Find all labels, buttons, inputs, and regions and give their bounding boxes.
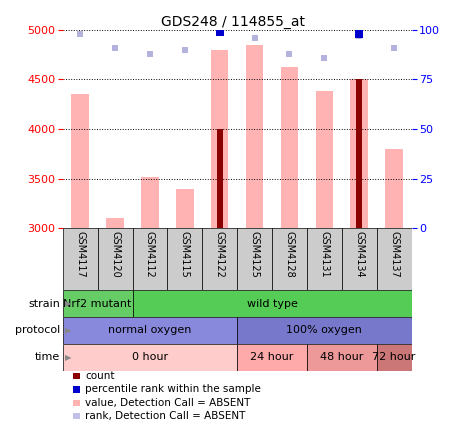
Text: GSM4122: GSM4122 (215, 231, 225, 278)
Bar (63, 228, 98, 290)
Bar (377, 344, 412, 371)
Bar (316, 91, 333, 228)
Text: protocol: protocol (15, 325, 60, 335)
Text: GSM4112: GSM4112 (145, 231, 155, 278)
Bar (351, 79, 368, 228)
Text: time: time (35, 352, 60, 362)
Bar (73, 386, 80, 392)
Bar (377, 228, 412, 290)
Text: GSM4125: GSM4125 (250, 231, 259, 278)
Text: GDS248 / 114855_at: GDS248 / 114855_at (160, 15, 305, 29)
Text: count: count (85, 371, 114, 381)
Bar (63, 317, 237, 344)
Bar (211, 50, 228, 228)
Bar (217, 129, 223, 228)
Bar (141, 177, 159, 228)
Text: GSM4115: GSM4115 (180, 231, 190, 278)
Text: ▶: ▶ (65, 299, 72, 308)
Bar (237, 228, 272, 290)
Text: GSM4131: GSM4131 (319, 231, 329, 278)
Bar (202, 228, 237, 290)
Text: GSM4128: GSM4128 (285, 231, 294, 278)
Bar (356, 79, 362, 228)
Text: strain: strain (28, 299, 60, 308)
Text: GSM4120: GSM4120 (110, 231, 120, 278)
Bar (63, 290, 133, 317)
Bar (133, 290, 412, 317)
Bar (176, 189, 193, 228)
Bar (73, 413, 80, 419)
Bar (98, 228, 133, 290)
Bar (63, 344, 237, 371)
Bar (133, 228, 167, 290)
Bar (307, 228, 342, 290)
Text: GSM4137: GSM4137 (389, 231, 399, 278)
Text: rank, Detection Call = ABSENT: rank, Detection Call = ABSENT (85, 411, 246, 421)
Text: ▶: ▶ (65, 326, 72, 335)
Text: 24 hour: 24 hour (250, 352, 294, 362)
Bar (237, 317, 412, 344)
Text: GSM4134: GSM4134 (354, 231, 364, 278)
Text: wild type: wild type (246, 299, 298, 308)
Text: 100% oxygen: 100% oxygen (286, 325, 362, 335)
Bar (72, 94, 89, 228)
Bar (307, 344, 377, 371)
Bar (73, 373, 80, 379)
Text: 0 hour: 0 hour (132, 352, 168, 362)
Bar (106, 219, 124, 228)
Text: ▶: ▶ (65, 353, 72, 362)
Text: Nrf2 mutant: Nrf2 mutant (63, 299, 132, 308)
Text: 72 hour: 72 hour (372, 352, 416, 362)
Bar (73, 400, 80, 406)
Text: 48 hour: 48 hour (320, 352, 364, 362)
Bar (237, 344, 307, 371)
Bar (246, 45, 263, 228)
Text: percentile rank within the sample: percentile rank within the sample (85, 385, 261, 394)
Text: GSM4117: GSM4117 (75, 231, 85, 278)
Bar (281, 66, 298, 228)
Bar (342, 228, 377, 290)
Text: normal oxygen: normal oxygen (108, 325, 192, 335)
Bar (385, 149, 403, 228)
Text: value, Detection Call = ABSENT: value, Detection Call = ABSENT (85, 398, 251, 408)
Bar (167, 228, 202, 290)
Bar (272, 228, 307, 290)
